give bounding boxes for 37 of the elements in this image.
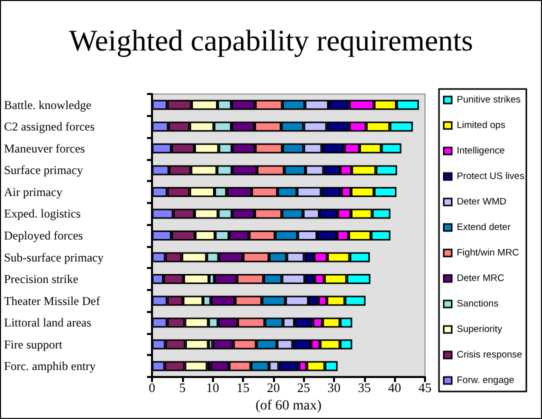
- x-tick-label: 10: [206, 380, 220, 395]
- legend-label: Forw. engage: [456, 375, 514, 386]
- y-tick-label: Surface primacy: [4, 163, 83, 178]
- x-axis-title: (of 60 max): [255, 398, 322, 414]
- legend-label: Deter WMD: [456, 196, 506, 208]
- x-tick-label: 30: [328, 380, 340, 395]
- y-tick-label: Deployed forces: [4, 228, 84, 242]
- x-tick-label: 0: [148, 380, 156, 395]
- x-tick-label: 25: [297, 380, 310, 395]
- y-tick-label: Forc. amphib entry: [4, 359, 96, 374]
- legend-label: Intelligence: [456, 146, 505, 156]
- legend-label: Punitive strikes: [456, 94, 521, 106]
- legend-label: Fight/win MRC: [456, 248, 520, 258]
- x-tick-label: 5: [179, 380, 186, 395]
- x-tick-label: 45: [418, 380, 432, 395]
- y-tick-label: Littoral land areas: [4, 316, 92, 330]
- legend-label: Superiority: [456, 324, 502, 335]
- x-tick-label: 40: [388, 380, 402, 395]
- y-tick-label: C2 assigned forces: [4, 120, 95, 134]
- x-tick-label: 20: [266, 380, 280, 395]
- legend-label: Sanctions: [456, 298, 499, 310]
- legend-label: Deter MRC: [456, 273, 504, 284]
- y-tick-label: Sub-surface primacy: [4, 250, 104, 264]
- y-tick-label: Exped. logistics: [4, 206, 81, 221]
- y-tick-label: Theater Missile Def: [4, 294, 100, 308]
- legend-label: Limited ops: [456, 120, 506, 131]
- legend-label: Protect US lives: [456, 171, 525, 182]
- legend-label: Extend deter: [456, 222, 511, 233]
- chart-title: Weighted capability requirements: [68, 24, 474, 58]
- y-tick-label: Battle. knowledge: [4, 98, 92, 112]
- y-tick-label: Air primacy: [4, 184, 62, 199]
- y-tick-label: Maneuver forces: [4, 141, 86, 156]
- y-tick-label: Precision strike: [4, 272, 78, 286]
- legend-label: Crisis response: [456, 350, 522, 360]
- x-tick-label: 35: [358, 380, 371, 395]
- y-tick-label: Fire support: [4, 337, 63, 352]
- x-tick-label: 15: [236, 380, 250, 395]
